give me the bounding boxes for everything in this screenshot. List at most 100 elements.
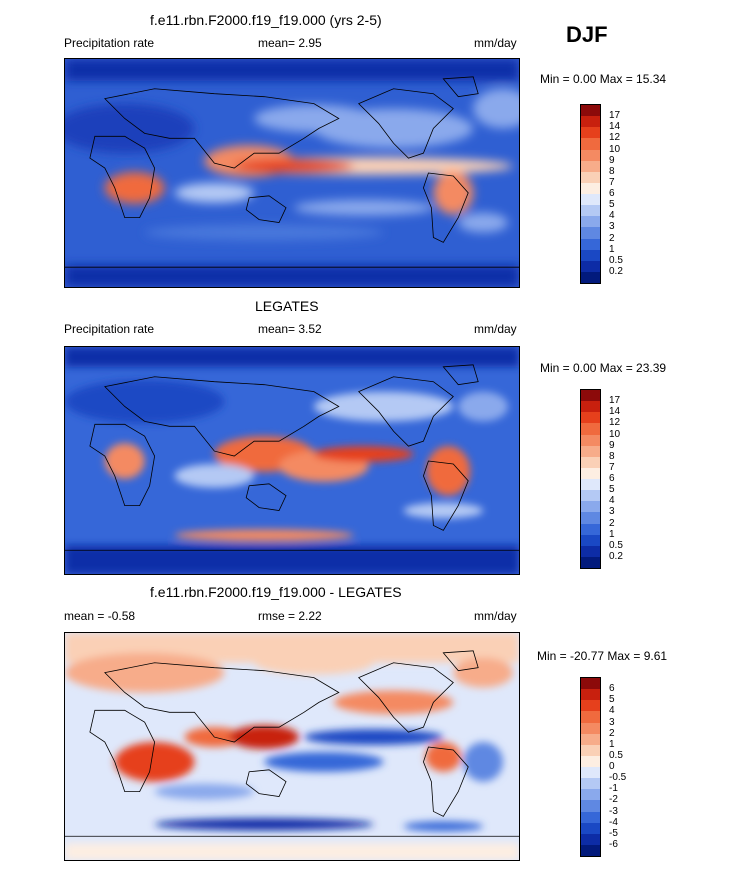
colorbar-tick-label: 8 (609, 450, 615, 462)
colorbar-swatch (581, 260, 600, 272)
colorbar-swatch (581, 556, 600, 568)
colorbar-swatch (581, 523, 600, 535)
colorbar-swatch (581, 160, 600, 172)
colorbar-tick-label: -5 (609, 827, 618, 839)
colorbar-swatch (581, 800, 600, 812)
colorbar-tick-label: 12 (609, 132, 621, 144)
panel-2-left-label: Precipitation rate (64, 322, 155, 336)
colorbar-swatch (581, 545, 600, 557)
colorbar-tick-label: 5 (609, 484, 615, 496)
colorbar-tick-label: 4 (609, 705, 615, 717)
colorbar-tick-label: -3 (609, 805, 618, 817)
colorbar-tick-label: 7 (609, 176, 615, 188)
colorbar-swatch (581, 434, 600, 446)
panel-2-units: mm/day (474, 322, 517, 336)
colorbar-tick-label: 9 (609, 439, 615, 451)
colorbar-tick-label: 0.5 (609, 749, 623, 761)
colorbar-swatch (581, 412, 600, 424)
colorbar-swatch (581, 700, 600, 712)
colorbar-tick-label: 10 (609, 143, 621, 155)
colorbar-tick-label: -0.5 (609, 772, 627, 784)
colorbar-swatch (581, 822, 600, 834)
panel-3-title: f.e11.rbn.F2000.f19_f19.000 - LEGATES (150, 584, 402, 600)
colorbar-swatch (581, 490, 600, 502)
season-label: DJF (566, 22, 608, 47)
colorbar-tick-label: 2 (609, 727, 615, 739)
panel-3-units: mm/day (474, 609, 517, 623)
colorbar-tick-label: 5 (609, 199, 615, 211)
colorbar-swatch (581, 182, 600, 194)
colorbar-swatch (581, 205, 600, 217)
panel-3-map (64, 632, 520, 861)
colorbar-swatch (581, 401, 600, 413)
colorbar-swatch (581, 711, 600, 723)
colorbar-tick-label: -4 (609, 816, 618, 828)
panel-1-colorbar (580, 104, 601, 284)
colorbar-swatch (581, 744, 600, 756)
colorbar-swatch (581, 423, 600, 435)
colorbar-swatch (581, 767, 600, 779)
colorbar-tick-label: 12 (609, 417, 621, 429)
panel-1-title: f.e11.rbn.F2000.f19_f19.000 (yrs 2-5) (150, 12, 382, 28)
colorbar-swatch (581, 456, 600, 468)
panel-1-units: mm/day (474, 36, 517, 50)
colorbar-tick-label: 2 (609, 517, 615, 529)
colorbar-swatch (581, 390, 600, 402)
colorbar-tick-label: 4 (609, 210, 615, 222)
panel-3-rmse: rmse = 2.22 (258, 609, 322, 623)
colorbar-tick-label: 3 (609, 221, 615, 233)
panel-2-map (64, 346, 520, 575)
colorbar-swatch (581, 479, 600, 491)
colorbar-swatch (581, 844, 600, 856)
colorbar-swatch (581, 534, 600, 546)
colorbar-swatch (581, 216, 600, 228)
colorbar-swatch (581, 722, 600, 734)
colorbar-tick-label: -2 (609, 794, 618, 806)
colorbar-tick-label: 17 (609, 395, 621, 407)
colorbar-tick-label: 17 (609, 110, 621, 122)
panel-2-minmax: Min = 0.00 Max = 23.39 (540, 361, 667, 375)
colorbar-tick-label: 1 (609, 738, 615, 750)
colorbar-tick-label: 3 (609, 506, 615, 518)
colorbar-swatch (581, 778, 600, 790)
colorbar-swatch (581, 445, 600, 457)
colorbar-tick-label: 8 (609, 165, 615, 177)
colorbar-swatch (581, 227, 600, 239)
colorbar-tick-label: 9 (609, 154, 615, 166)
colorbar-tick-label: 6 (609, 473, 615, 484)
colorbar-swatch (581, 238, 600, 250)
colorbar-swatch (581, 127, 600, 139)
panel-1-map (64, 58, 520, 288)
colorbar-swatch (581, 467, 600, 479)
colorbar-swatch (581, 833, 600, 845)
panel-3-minmax: Min = -20.77 Max = 9.61 (537, 649, 668, 663)
colorbar-tick-label: 1 (609, 243, 615, 255)
colorbar-swatch (581, 811, 600, 823)
colorbar-tick-label: 7 (609, 461, 615, 473)
colorbar-swatch (581, 512, 600, 524)
colorbar-tick-label: 6 (609, 683, 615, 695)
panel-2-mean: mean= 3.52 (258, 322, 322, 336)
colorbar-tick-label: -1 (609, 783, 618, 795)
colorbar-tick-label: 4 (609, 495, 615, 507)
colorbar-tick-label: 0.2 (609, 550, 623, 562)
colorbar-tick-label: 1 (609, 528, 615, 540)
colorbar-tick-label: 0.2 (609, 265, 623, 277)
colorbar-swatch (581, 271, 600, 283)
panel-2-title: LEGATES (255, 298, 319, 314)
colorbar-tick-label: 5 (609, 694, 615, 706)
colorbar-tick-label: 6 (609, 188, 615, 199)
colorbar-swatch (581, 249, 600, 261)
colorbar-swatch (581, 171, 600, 183)
panel-1-left-label: Precipitation rate (64, 36, 155, 50)
colorbar-swatch (581, 501, 600, 513)
panel-3-mean: mean = -0.58 (64, 609, 136, 623)
colorbar-tick-label: 0.5 (609, 539, 623, 551)
panel-2-colorbar (580, 389, 601, 569)
colorbar-tick-label: 14 (609, 406, 621, 418)
panel-1-minmax: Min = 0.00 Max = 15.34 (540, 72, 667, 86)
colorbar-swatch (581, 105, 600, 117)
colorbar-swatch (581, 689, 600, 701)
colorbar-tick-label: 0.5 (609, 254, 623, 266)
colorbar-tick-label: 0 (609, 761, 615, 772)
